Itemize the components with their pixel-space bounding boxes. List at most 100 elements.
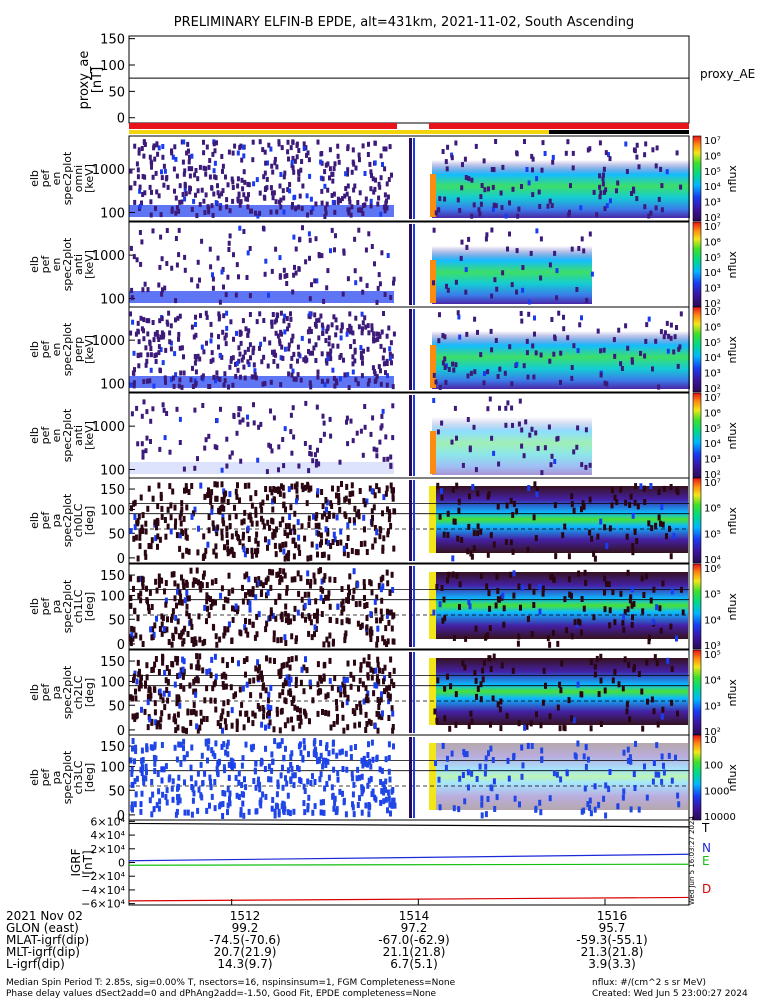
noise-pixel <box>219 406 222 412</box>
noise-pixel <box>316 488 320 495</box>
noise-pixel <box>265 469 269 475</box>
noise-pixel <box>295 154 299 160</box>
noise-pixel <box>379 799 383 806</box>
noise-pixel <box>375 373 379 379</box>
noise-pixel <box>347 597 350 604</box>
noise-pixel <box>517 206 521 212</box>
noise-pixel <box>263 766 267 772</box>
noise-pixel <box>376 656 380 663</box>
noise-pixel <box>132 585 135 592</box>
noise-pixel <box>183 625 187 632</box>
noise-pixel <box>129 245 133 251</box>
noise-pixel <box>163 168 167 174</box>
noise-pixel <box>129 575 133 582</box>
noise-pixel <box>228 800 232 807</box>
noise-pixel <box>357 152 361 158</box>
noise-pixel <box>509 539 513 546</box>
low-energy-band <box>129 462 394 474</box>
noise-pixel <box>319 675 322 682</box>
noise-pixel <box>282 195 286 201</box>
spectrogram-tick-label: 100 <box>100 503 125 518</box>
noise-pixel <box>363 595 366 601</box>
noise-pixel <box>181 673 185 680</box>
noise-pixel <box>441 333 445 339</box>
noise-pixel <box>283 680 287 687</box>
noise-pixel <box>436 482 440 489</box>
noise-pixel <box>324 162 328 168</box>
noise-pixel <box>486 796 490 802</box>
noise-pixel <box>387 509 391 516</box>
noise-pixel <box>148 589 152 596</box>
noise-pixel <box>185 547 189 554</box>
noise-pixel <box>457 806 461 813</box>
noise-pixel <box>250 208 253 214</box>
noise-pixel <box>440 494 444 501</box>
noise-pixel <box>272 359 276 364</box>
noise-pixel <box>378 699 381 705</box>
noise-pixel <box>608 769 612 775</box>
noise-pixel <box>390 625 394 632</box>
noise-pixel <box>535 491 539 498</box>
noise-pixel <box>160 505 164 512</box>
noise-pixel <box>540 167 544 173</box>
colorbar-tick-label: 10⁷ <box>704 136 721 147</box>
noise-pixel <box>336 143 340 149</box>
noise-pixel <box>376 636 380 643</box>
noise-pixel <box>461 660 465 667</box>
noise-pixel <box>210 203 214 209</box>
noise-pixel <box>356 620 360 627</box>
noise-pixel <box>201 780 205 787</box>
noise-pixel <box>376 625 380 632</box>
noise-pixel <box>352 675 356 682</box>
noise-pixel <box>194 314 197 320</box>
noise-pixel <box>390 172 393 178</box>
igrf-tick-label: 4×10⁴ <box>90 829 125 842</box>
noise-pixel <box>134 331 138 337</box>
noise-pixel <box>555 268 559 274</box>
noise-pixel <box>491 184 495 190</box>
noise-pixel <box>301 486 305 493</box>
noise-pixel <box>675 325 678 330</box>
noise-pixel <box>236 183 240 189</box>
noise-pixel <box>214 706 218 713</box>
noise-pixel <box>244 326 248 332</box>
noise-pixel <box>253 767 257 774</box>
colorbar-tick-label: 10² <box>704 213 721 224</box>
noise-pixel <box>377 704 381 710</box>
noise-pixel <box>385 485 389 492</box>
noise-pixel <box>588 529 592 536</box>
noise-pixel <box>605 542 609 549</box>
noise-pixel <box>255 177 259 183</box>
noise-pixel <box>599 518 603 525</box>
noise-pixel <box>266 704 270 711</box>
noise-pixel <box>167 776 171 783</box>
noise-pixel <box>377 582 381 589</box>
noise-pixel <box>479 528 483 535</box>
colorbar <box>692 477 702 564</box>
noise-pixel <box>336 196 340 202</box>
noise-pixel <box>386 692 390 698</box>
noise-pixel <box>220 154 224 159</box>
noise-pixel <box>659 329 663 335</box>
noise-pixel <box>141 580 145 587</box>
noise-pixel <box>533 481 537 488</box>
noise-pixel <box>479 194 483 200</box>
noise-pixel <box>140 770 144 776</box>
noise-pixel <box>263 170 267 176</box>
noise-pixel <box>377 487 381 494</box>
noise-pixel <box>643 152 647 158</box>
noise-pixel <box>669 553 673 560</box>
noise-pixel <box>295 487 299 494</box>
noise-pixel <box>488 655 492 662</box>
noise-pixel <box>290 204 294 210</box>
noise-pixel <box>504 422 508 428</box>
noise-pixel <box>130 770 134 777</box>
noise-pixel <box>572 507 576 514</box>
noise-pixel <box>251 621 255 628</box>
noise-pixel <box>149 418 153 424</box>
noise-pixel <box>163 375 167 381</box>
noise-pixel <box>454 721 458 728</box>
ephem-value: -74.5(-70.6) <box>209 933 280 947</box>
noise-pixel <box>450 439 454 445</box>
noise-pixel <box>151 791 155 798</box>
